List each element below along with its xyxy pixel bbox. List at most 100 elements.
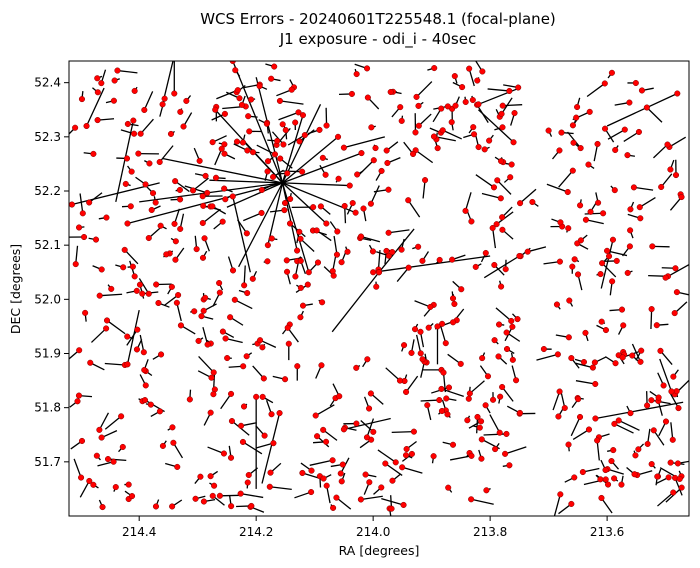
- star-point: [577, 145, 584, 152]
- error-vector: [281, 182, 298, 251]
- error-vector: [104, 362, 125, 366]
- star-point: [575, 396, 582, 403]
- star-point: [141, 106, 148, 114]
- error-vector: [381, 498, 404, 506]
- star-point: [370, 269, 377, 276]
- star-point: [449, 441, 457, 448]
- star-point: [665, 474, 672, 481]
- star-point: [131, 87, 138, 94]
- star-point: [82, 309, 89, 316]
- star-point: [401, 342, 408, 349]
- star-point: [90, 481, 97, 488]
- star-point: [141, 397, 149, 404]
- error-vector: [282, 182, 350, 187]
- star-point: [569, 167, 576, 174]
- star-point: [212, 174, 220, 181]
- star-point: [314, 433, 321, 440]
- error-vector: [90, 327, 107, 343]
- star-point: [209, 203, 216, 210]
- star-point: [146, 160, 153, 167]
- star-point: [221, 150, 228, 157]
- star-point: [400, 501, 407, 509]
- star-point: [157, 222, 164, 229]
- star-point: [153, 281, 160, 288]
- error-vector: [653, 144, 668, 159]
- star-point: [134, 326, 141, 333]
- star-point: [591, 359, 598, 366]
- error-vector: [449, 455, 472, 461]
- x-tick-label: 214.4: [122, 525, 156, 539]
- star-point: [135, 150, 142, 157]
- star-point: [96, 426, 103, 433]
- star-point: [145, 234, 152, 242]
- star-point: [450, 319, 457, 326]
- star-point: [370, 157, 377, 164]
- star-point: [221, 110, 228, 117]
- star-point: [438, 385, 445, 392]
- star-point: [112, 484, 119, 491]
- star-point: [466, 390, 473, 397]
- star-point: [197, 473, 204, 480]
- star-point: [529, 198, 536, 206]
- star-point: [334, 228, 341, 235]
- error-vector: [536, 353, 559, 361]
- error-vector: [282, 182, 327, 224]
- star-point: [648, 306, 655, 313]
- star-point: [308, 467, 315, 474]
- star-point: [292, 119, 299, 126]
- star-point: [443, 395, 450, 402]
- error-vector: [162, 157, 283, 184]
- star-point: [568, 500, 575, 507]
- star-point: [438, 407, 446, 415]
- y-tick-label: 52.1: [34, 238, 61, 252]
- star-point: [340, 426, 347, 433]
- x-tick-label: 213.8: [473, 525, 507, 539]
- star-point: [329, 268, 336, 275]
- star-point: [90, 150, 97, 157]
- star-point: [198, 313, 205, 320]
- error-vector: [464, 192, 472, 212]
- star-point: [221, 141, 228, 148]
- star-point: [502, 266, 509, 273]
- error-vector: [442, 372, 447, 393]
- error-vector: [373, 255, 491, 273]
- star-point: [156, 158, 163, 166]
- y-axis-label: DEC [degrees]: [8, 244, 23, 334]
- star-point: [287, 195, 294, 203]
- star-point: [451, 300, 458, 308]
- error-vector: [124, 249, 139, 265]
- star-point: [678, 484, 685, 491]
- star-point: [582, 216, 589, 223]
- x-axis-label: RA [degrees]: [339, 543, 420, 558]
- star-point: [228, 503, 235, 510]
- error-vector: [442, 129, 462, 140]
- star-point: [218, 145, 225, 152]
- chart-title-line1: WCS Errors - 20240601T225548.1 (focal-pl…: [200, 10, 556, 28]
- star-point: [189, 187, 197, 194]
- star-point: [294, 247, 301, 254]
- star-point: [592, 415, 599, 422]
- star-point: [565, 334, 572, 341]
- star-point: [462, 98, 469, 106]
- star-point: [125, 481, 132, 488]
- star-point: [598, 318, 605, 325]
- star-point: [253, 393, 260, 400]
- star-point: [594, 437, 601, 444]
- x-tick-label: 214.0: [356, 525, 390, 539]
- y-tick-label: 51.8: [34, 401, 61, 415]
- star-point: [276, 97, 283, 104]
- star-point: [586, 108, 593, 115]
- star-point: [258, 186, 265, 194]
- star-point: [558, 129, 565, 136]
- error-vector: [261, 412, 281, 484]
- star-point: [199, 219, 206, 227]
- star-point: [492, 446, 499, 453]
- star-point: [149, 190, 157, 197]
- star-point: [434, 323, 441, 330]
- star-point: [155, 299, 162, 307]
- star-point: [635, 446, 642, 453]
- error-vector: [475, 174, 495, 188]
- error-vector: [415, 334, 422, 354]
- star-point: [595, 199, 602, 206]
- star-point: [271, 63, 278, 70]
